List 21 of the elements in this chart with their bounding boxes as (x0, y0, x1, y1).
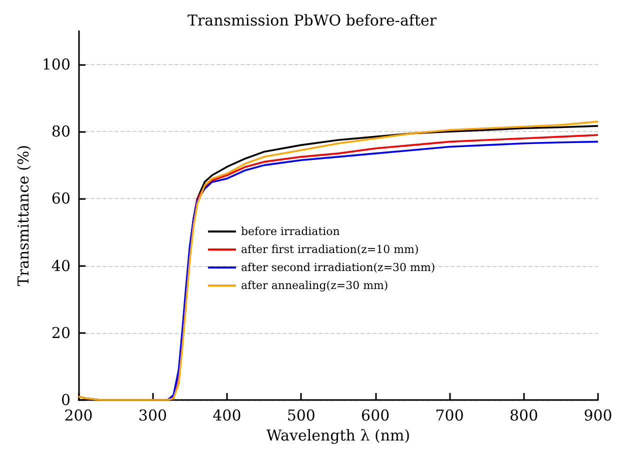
y-tick-label: 20 (51, 324, 71, 342)
legend-label: after first irradiation(z=10 mm) (241, 243, 419, 256)
y-tick-label: 80 (51, 122, 71, 141)
legend-label: after second irradiation(z=30 mm) (241, 261, 436, 274)
x-tick-label: 800 (509, 406, 538, 424)
y-tick-label: 100 (42, 56, 71, 74)
x-tick-label: 500 (286, 406, 316, 424)
x-tick-label: 600 (361, 406, 390, 424)
x-tick-label: 400 (212, 406, 242, 424)
y-tick-label: 40 (51, 256, 71, 275)
y-tick-label: 0 (60, 391, 71, 409)
legend-label: before irradiation (241, 225, 340, 238)
x-tick-label: 700 (435, 406, 464, 424)
x-tick-label: 200 (64, 406, 93, 424)
chart-title: Transmission PbWO before-after (187, 12, 438, 30)
x-tick-label: 900 (584, 406, 612, 424)
x-tick-label: 300 (138, 406, 168, 424)
x-axis-title: Wavelength λ (nm) (266, 426, 410, 444)
y-axis-title: Transmittance (%) (14, 144, 32, 286)
y-tick-label: 60 (51, 190, 71, 208)
legend-label: after annealing(z=30 mm) (241, 279, 388, 292)
